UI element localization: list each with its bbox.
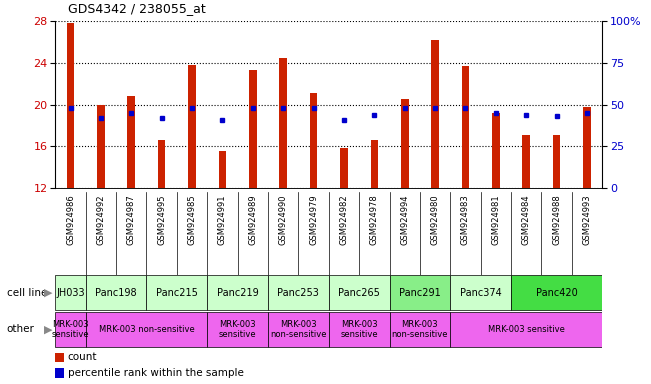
Text: JH033: JH033 [56,288,85,298]
Bar [86,275,146,310]
Text: GSM924990: GSM924990 [279,194,288,245]
Text: Panc219: Panc219 [217,288,258,298]
Bar [522,135,530,188]
Bar [492,113,500,188]
Text: percentile rank within the sample: percentile rank within the sample [68,368,243,378]
Text: GSM924979: GSM924979 [309,194,318,245]
Text: Panc374: Panc374 [460,288,501,298]
Text: GSM924987: GSM924987 [127,194,136,245]
Text: GDS4342 / 238055_at: GDS4342 / 238055_at [68,2,206,15]
Bar [55,275,86,310]
Bar [207,312,268,347]
Text: GSM924993: GSM924993 [583,194,592,245]
Bar [432,40,439,188]
Text: Panc198: Panc198 [95,288,137,298]
Bar [67,23,74,188]
Bar [188,65,196,188]
Text: MRK-003 sensitive: MRK-003 sensitive [488,325,564,334]
Text: GSM924985: GSM924985 [187,194,197,245]
Bar [146,275,207,310]
Bar [401,99,409,188]
Text: GSM924988: GSM924988 [552,194,561,245]
Bar [310,93,318,188]
Text: MRK-003
non-sensitive: MRK-003 non-sensitive [270,319,327,339]
Text: GSM924986: GSM924986 [66,194,75,245]
Text: MRK-003
sensitive: MRK-003 sensitive [219,319,256,339]
Text: GSM924994: GSM924994 [400,194,409,245]
Bar [97,104,105,188]
Text: cell line: cell line [7,288,47,298]
Bar [511,275,602,310]
Bar [268,275,329,310]
Bar [462,66,469,188]
Text: MRK-003
sensitive: MRK-003 sensitive [51,319,89,339]
Text: GSM924978: GSM924978 [370,194,379,245]
Text: GSM924995: GSM924995 [157,194,166,245]
Text: other: other [7,324,35,334]
Bar [389,275,450,310]
Text: Panc265: Panc265 [339,288,380,298]
Bar [128,96,135,188]
Bar [55,368,64,378]
Text: count: count [68,353,97,362]
Text: MRK-003
sensitive: MRK-003 sensitive [340,319,378,339]
Bar [219,151,227,188]
Text: MRK-003 non-sensitive: MRK-003 non-sensitive [98,325,195,334]
Text: GSM924983: GSM924983 [461,194,470,245]
Bar [329,312,389,347]
Text: ▶: ▶ [44,324,52,334]
Bar [249,70,256,188]
Bar [340,149,348,188]
Bar [86,312,207,347]
Bar [268,312,329,347]
Bar [450,312,602,347]
Bar [553,135,561,188]
Bar [370,140,378,188]
Bar [450,275,511,310]
Bar [583,107,591,188]
Text: GSM924992: GSM924992 [96,194,105,245]
Text: ▶: ▶ [44,288,52,298]
Bar [279,58,287,188]
Bar [55,353,64,362]
Text: Panc215: Panc215 [156,288,198,298]
Bar [55,312,86,347]
Text: GSM924981: GSM924981 [492,194,501,245]
Text: Panc291: Panc291 [399,288,441,298]
Bar [329,275,389,310]
Bar [389,312,450,347]
Text: GSM924989: GSM924989 [248,194,257,245]
Text: Panc420: Panc420 [536,288,577,298]
Text: GSM924984: GSM924984 [521,194,531,245]
Text: Panc253: Panc253 [277,288,319,298]
Bar [207,275,268,310]
Text: GSM924980: GSM924980 [430,194,439,245]
Text: GSM924982: GSM924982 [339,194,348,245]
Text: GSM924991: GSM924991 [218,194,227,245]
Text: MRK-003
non-sensitive: MRK-003 non-sensitive [392,319,448,339]
Bar [158,140,165,188]
